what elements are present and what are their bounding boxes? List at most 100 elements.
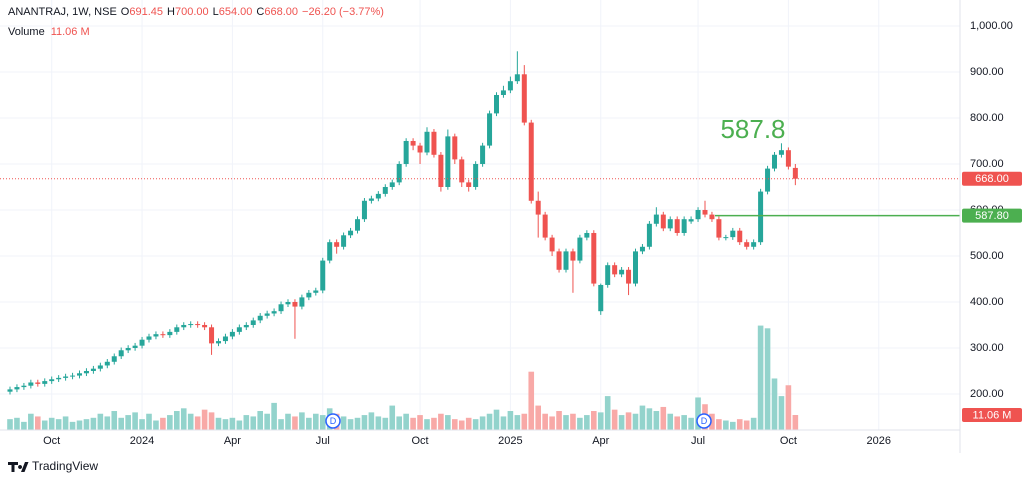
volume-bar	[417, 415, 423, 430]
candle-body	[21, 385, 27, 388]
candle-body	[167, 331, 173, 336]
candle-body	[535, 200, 541, 215]
volume-bar	[257, 411, 263, 430]
volume-bar	[7, 419, 13, 430]
candle-body	[584, 232, 590, 238]
volume-bar	[743, 420, 750, 430]
candle-body	[487, 113, 493, 146]
volume-bar	[778, 396, 785, 430]
candle-body	[104, 361, 110, 366]
candle-body	[195, 324, 201, 326]
open-value: 691.45	[129, 6, 163, 18]
candle-body	[299, 297, 305, 307]
event-label[interactable]: D	[330, 416, 337, 426]
event-marker[interactable]: D	[696, 413, 712, 429]
y-tick-label: 1,000.00	[970, 20, 1013, 32]
candle-body	[70, 375, 76, 377]
candle-body	[709, 214, 715, 220]
candle-body	[7, 389, 13, 392]
candle-body	[598, 284, 604, 312]
candle-body	[77, 373, 82, 376]
candle-body	[494, 94, 499, 114]
volume-bar	[236, 420, 243, 430]
volume-bar	[584, 415, 590, 430]
event-circle[interactable]	[696, 413, 712, 429]
candle-body	[591, 232, 597, 284]
candle-body	[348, 230, 354, 236]
volume-bar	[160, 417, 166, 430]
volume-bar	[493, 409, 500, 430]
volume-bar	[458, 420, 465, 430]
candle-body	[466, 182, 472, 187]
candle-body	[146, 336, 152, 340]
legend-line: ANANTRAJ, 1W, NSE O691.45 H700.00 L654.00 C6…	[8, 6, 384, 18]
volume-bar	[174, 411, 180, 430]
volume-bar	[278, 419, 284, 430]
candle-body	[660, 214, 666, 229]
candle-body	[438, 154, 444, 187]
candle-body	[619, 269, 625, 275]
volume-bar	[667, 413, 674, 430]
candle-body	[28, 382, 34, 386]
x-tick-label: Oct	[43, 435, 60, 447]
candle-body	[765, 168, 771, 192]
volume-bar	[632, 413, 639, 430]
candle-body	[667, 219, 673, 229]
candle-body	[83, 370, 89, 374]
candle-body	[389, 182, 395, 187]
candle-body	[243, 324, 249, 328]
candle-body	[723, 237, 729, 239]
candle-body	[292, 301, 298, 307]
candle-body	[528, 122, 534, 201]
last-price-box	[962, 171, 1022, 186]
candle-body	[549, 237, 555, 252]
candle-body	[327, 242, 333, 261]
candle-body	[778, 150, 784, 155]
volume-bar	[389, 405, 396, 430]
x-tick-label: Apr	[224, 435, 241, 447]
brand[interactable]: TradingView	[8, 459, 98, 473]
volume-bar	[90, 417, 97, 430]
volume-bar	[375, 416, 382, 430]
brand-name[interactable]: TradingView	[32, 459, 98, 473]
candle-body	[730, 230, 736, 238]
volume-bar	[313, 413, 319, 430]
volume-axis-label: 11.06 M	[973, 409, 1012, 421]
volume-bar	[35, 416, 41, 430]
volume-bar	[368, 412, 375, 430]
volume-value: 11.06 M	[51, 26, 90, 38]
candle-body	[480, 145, 486, 164]
volume-bar	[730, 421, 736, 430]
change-value: −26.20 (−3.77%)	[302, 6, 384, 18]
candle-body	[334, 242, 340, 247]
volume-bar	[695, 397, 701, 430]
candle-body	[278, 304, 284, 312]
volume-bar	[194, 416, 201, 430]
candle-body	[452, 136, 458, 160]
event-circle[interactable]	[325, 413, 341, 429]
volume-bar	[62, 416, 69, 430]
x-tick-label: Apr	[592, 435, 609, 447]
x-tick-label: Jul	[316, 435, 330, 447]
volume-bar	[264, 413, 270, 430]
event-label[interactable]: D	[701, 416, 708, 426]
y-tick-label: 300.00	[970, 342, 1004, 354]
volume-bar	[542, 413, 548, 430]
candle-body	[403, 140, 409, 164]
candle-body	[361, 200, 367, 220]
candle-body	[153, 334, 159, 337]
candle-layer	[7, 51, 798, 395]
candle-body	[459, 159, 465, 183]
candle-body	[417, 145, 423, 153]
candle-body	[306, 292, 312, 298]
volume-bar	[292, 416, 298, 430]
candle-body	[445, 136, 451, 187]
volume-bar	[639, 405, 646, 430]
volume-bar	[104, 416, 111, 430]
grid	[0, 0, 960, 430]
brand-logo[interactable]	[8, 462, 29, 472]
event-marker[interactable]: D	[325, 413, 341, 429]
high-value: 700.00	[175, 6, 209, 18]
volume-bar	[125, 415, 131, 430]
